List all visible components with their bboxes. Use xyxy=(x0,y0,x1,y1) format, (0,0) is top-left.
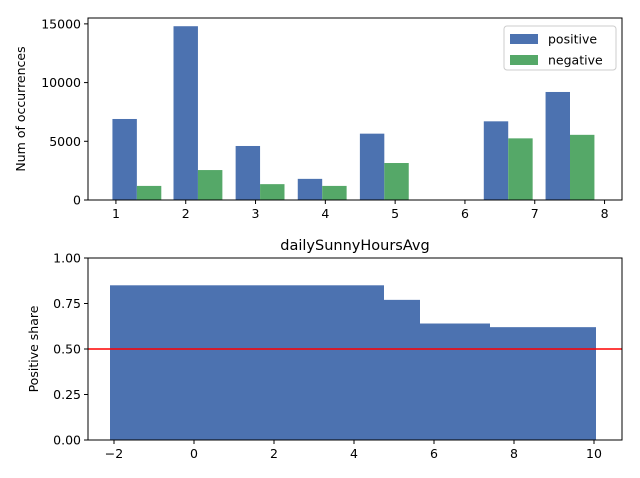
bar-positive-8 xyxy=(545,91,570,200)
x-tick-label: 5 xyxy=(391,206,399,221)
bar-positive-2 xyxy=(173,26,198,200)
x-tick-label: 8 xyxy=(510,446,518,461)
share-bar-2 xyxy=(384,299,420,440)
plot-frame xyxy=(87,17,623,201)
bottom-chart: −2 0 2 4 6 8 10 0.00 0.25 0.50 0.75 1.00 dailySunnyH… xyxy=(26,238,623,461)
bar-positive-3 xyxy=(235,145,261,200)
x-tick-label: 3 xyxy=(252,206,260,221)
legend-label-positive: positive xyxy=(548,32,597,47)
bar-negative-5 xyxy=(384,163,409,200)
bar-positive-1 xyxy=(112,118,137,200)
legend-swatch-negative xyxy=(510,55,538,65)
y-tick-label: 0.25 xyxy=(53,387,81,402)
x-tick-label: 6 xyxy=(430,446,438,461)
y-tick-label: 10000 xyxy=(41,75,81,90)
bar-positive-4 xyxy=(297,178,323,200)
x-tick-label: 1 xyxy=(112,206,120,221)
y-tick-label: 5000 xyxy=(49,134,81,149)
y-tick-label: 0.75 xyxy=(53,296,81,311)
share-bar-1 xyxy=(110,285,384,440)
x-tick-label: 8 xyxy=(601,206,609,221)
bar-negative-8 xyxy=(569,134,595,200)
bar-positive-5 xyxy=(359,133,385,200)
y-tick-label: 0.50 xyxy=(53,342,81,357)
y-axis-label: Positive share xyxy=(26,305,41,392)
top-chart: 1 2 3 4 5 6 7 8 0 5000 10000 15000 Num of occurrence… xyxy=(13,16,623,221)
x-tick-label: 2 xyxy=(182,206,190,221)
y-tick-label: 0.00 xyxy=(53,433,81,448)
legend-label-negative: negative xyxy=(548,53,603,68)
bar-negative-4 xyxy=(322,185,347,200)
y-tick-label: 15000 xyxy=(41,16,81,31)
x-tick-label: 0 xyxy=(190,446,198,461)
x-tick-label: 2 xyxy=(270,446,278,461)
bar-negative-1 xyxy=(136,185,162,200)
x-tick-label: 4 xyxy=(321,206,329,221)
y-tick-label: 1.00 xyxy=(53,251,81,266)
bar-positive-7 xyxy=(483,121,509,200)
x-tick-label: 6 xyxy=(461,206,469,221)
chart-title: dailySunnyHoursAvg xyxy=(280,238,429,254)
x-tick-label: 7 xyxy=(531,206,539,221)
share-bar-4 xyxy=(490,327,596,440)
x-tick-label: 10 xyxy=(586,446,602,461)
legend-swatch-positive xyxy=(510,34,538,44)
y-axis-label: Num of occurrences xyxy=(13,46,28,171)
bar-negative-2 xyxy=(197,170,223,200)
bar-negative-7 xyxy=(508,138,533,200)
bar-negative-3 xyxy=(260,184,285,200)
x-tick-label: −2 xyxy=(105,446,123,461)
x-tick-label: 4 xyxy=(350,446,358,461)
y-tick-label: 0 xyxy=(73,193,81,208)
share-bar-3 xyxy=(420,323,490,440)
